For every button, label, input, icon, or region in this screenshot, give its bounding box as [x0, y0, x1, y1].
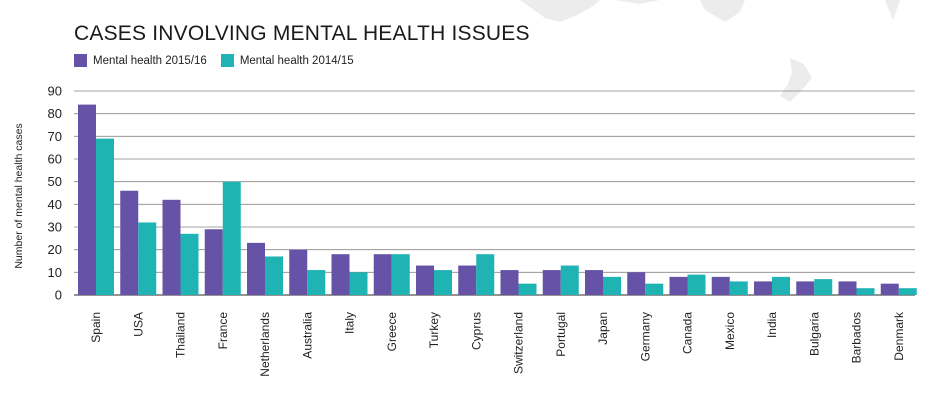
y-tick-label: 70: [48, 129, 62, 144]
bar-thailand-series-0: [162, 199, 181, 295]
x-tick-label: Greece: [385, 312, 399, 352]
bar-portugal-series-1: [560, 265, 579, 295]
bar-bulgaria-series-1: [814, 279, 833, 295]
x-tick-label: Italy: [343, 312, 357, 334]
bar-switzerland-series-1: [518, 283, 537, 295]
y-tick-label: 80: [48, 106, 62, 121]
legend-item-2015-16: Mental health 2015/16: [74, 54, 207, 67]
bar-turkey-series-0: [416, 265, 434, 295]
bar-cyprus-series-0: [458, 265, 477, 295]
bar-denmark-series-0: [880, 283, 899, 295]
bar-france-series-0: [204, 229, 223, 295]
bar-germany-series-1: [645, 283, 664, 295]
bar-greece-series-0: [373, 254, 392, 295]
x-tick-label: Portugal: [554, 312, 568, 357]
chart-legend: Mental health 2015/16 Mental health 2014…: [74, 54, 368, 67]
bars: [78, 104, 917, 295]
x-tick-label: Barbados: [850, 312, 864, 363]
x-tick-label: USA: [131, 312, 145, 337]
bar-italy-series-1: [349, 272, 368, 295]
bar-canada-series-0: [669, 276, 688, 295]
bar-thailand-series-1: [180, 233, 199, 295]
bar-usa-series-1: [138, 222, 157, 295]
bar-bulgaria-series-0: [796, 281, 815, 295]
x-tick-label: Germany: [638, 312, 652, 361]
bar-japan-series-0: [585, 270, 603, 295]
y-tick-label: 60: [48, 152, 62, 167]
legend-label-2014-15: Mental health 2014/15: [239, 54, 354, 67]
y-axis-label: Number of mental health cases: [13, 123, 25, 268]
bar-india-series-1: [772, 276, 790, 295]
legend-swatch-2014-15: [220, 54, 234, 67]
bar-netherlands-series-1: [265, 256, 283, 295]
x-tick-label: Mexico: [723, 312, 737, 350]
legend-swatch-2015-16: [74, 54, 87, 67]
bar-australia-series-0: [289, 249, 308, 295]
bar-canada-series-1: [687, 274, 706, 295]
bar-usa-series-0: [120, 190, 139, 295]
bar-netherlands-series-0: [247, 242, 265, 295]
y-tick-label: 40: [48, 197, 62, 212]
y-tick-label: 0: [55, 288, 62, 303]
bar-japan-series-1: [603, 276, 621, 295]
chart-title: CASES INVOLVING MENTAL HEALTH ISSUES: [74, 22, 530, 45]
bar-mexico-series-0: [711, 276, 730, 295]
bar-india-series-0: [754, 281, 772, 295]
bar-greece-series-1: [391, 254, 410, 295]
x-tick-label: Australia: [300, 312, 314, 359]
y-tick-label: 10: [48, 265, 62, 280]
x-tick-label: Turkey: [427, 312, 441, 348]
bar-italy-series-0: [331, 254, 350, 295]
legend-item-2014-15: Mental health 2014/15: [220, 54, 354, 67]
y-tick-label: 90: [48, 84, 62, 99]
legend-label-2015-16: Mental health 2015/16: [93, 54, 207, 67]
bar-barbados-series-1: [856, 288, 875, 295]
y-axis: 0 10 20 30 40 50 60 70 80 90: [48, 84, 62, 303]
x-tick-label: Switzerland: [512, 312, 526, 374]
x-tick-label: Bulgaria: [807, 312, 821, 356]
x-tick-label: Japan: [596, 312, 610, 345]
bar-mexico-series-1: [729, 281, 748, 295]
bar-portugal-series-0: [542, 270, 561, 295]
bar-turkey-series-1: [434, 270, 452, 295]
gridlines: [74, 90, 915, 296]
x-axis: Spain USA Thailand France Netherlands Austral…: [89, 311, 906, 377]
x-tick-label: Spain: [89, 312, 103, 343]
x-tick-label: Cyprus: [469, 312, 483, 350]
bar-australia-series-1: [307, 270, 326, 295]
bar-spain-series-1: [96, 138, 114, 295]
bar-denmark-series-1: [898, 288, 917, 295]
bar-spain-series-0: [78, 104, 96, 295]
bar-france-series-1: [222, 181, 241, 295]
bar-barbados-series-0: [838, 281, 857, 295]
x-tick-label: Thailand: [174, 312, 188, 358]
x-tick-label: France: [216, 312, 230, 350]
bar-switzerland-series-0: [500, 270, 519, 295]
y-tick-label: 30: [48, 220, 62, 235]
bar-cyprus-series-1: [476, 254, 495, 295]
x-tick-label: Denmark: [892, 311, 906, 361]
x-tick-label: India: [765, 312, 779, 338]
y-tick-label: 50: [48, 174, 62, 189]
x-tick-label: Canada: [681, 312, 695, 354]
y-tick-label: 20: [48, 242, 62, 257]
bar-germany-series-0: [627, 272, 646, 295]
x-tick-label: Netherlands: [258, 312, 272, 377]
